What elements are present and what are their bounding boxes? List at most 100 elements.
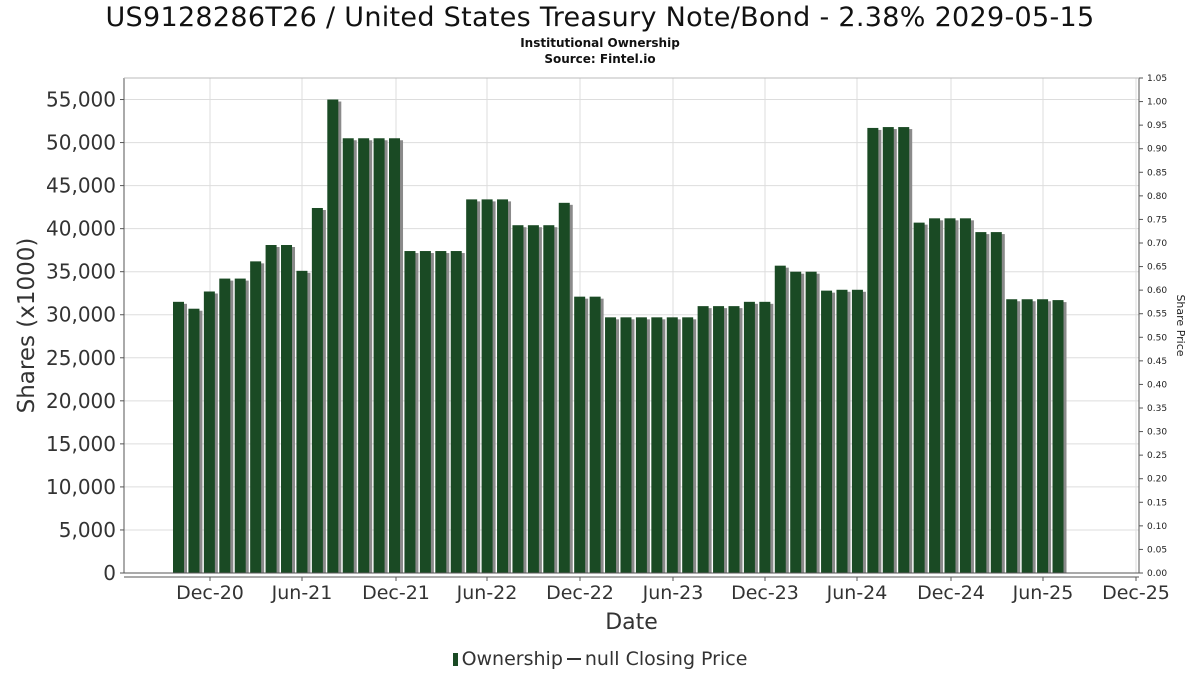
x-tick-label: Jun-25 [1012, 582, 1074, 604]
y-tick-label: 50,000 [46, 131, 116, 155]
y2-tick-label: 0.95 [1147, 121, 1167, 131]
ownership-bar [527, 225, 539, 574]
y2-tick-label: 0.85 [1147, 168, 1167, 178]
y2-tick-label: 0.05 [1147, 545, 1167, 555]
y-tick-label: 5,000 [59, 518, 116, 542]
y-tick-label: 45,000 [46, 174, 116, 198]
x-axis-title: Date [605, 610, 658, 635]
ownership-bar [1006, 299, 1018, 573]
y-tick-label: 35,000 [46, 260, 116, 284]
ownership-bar [851, 289, 863, 573]
y-tick-label: 55,000 [46, 88, 116, 112]
ownership-bar [944, 218, 956, 574]
y-tick-label: 20,000 [46, 389, 116, 413]
ownership-bar [389, 138, 401, 573]
x-tick-label: Jun-23 [642, 582, 704, 604]
ownership-bar [173, 301, 184, 573]
ownership-bar [635, 317, 647, 573]
ownership-bar [805, 271, 817, 573]
ownership-bar [929, 218, 941, 574]
ownership-bar [821, 290, 833, 573]
y-tick-label: 15,000 [46, 432, 116, 456]
ownership-bar [497, 199, 509, 573]
ownership-bar [311, 207, 323, 573]
y2-tick-label: 0.55 [1147, 310, 1167, 320]
ownership-bar [234, 278, 246, 573]
y2-tick-label: 0.30 [1147, 428, 1167, 438]
x-tick-label: Dec-21 [362, 582, 430, 604]
ownership-bar [358, 138, 370, 573]
x-tick-label: Dec-25 [1102, 582, 1170, 604]
x-tick-label: Jun-21 [271, 582, 333, 604]
y2-tick-label: 1.00 [1147, 98, 1167, 108]
ownership-bar [836, 289, 848, 573]
ownership-bar [882, 127, 894, 573]
ownership-bar [774, 265, 786, 573]
y2-tick-label: 0.50 [1147, 333, 1167, 343]
ownership-bar [281, 245, 293, 573]
x-tick-label: Dec-20 [176, 582, 244, 604]
y-tick-label: 10,000 [46, 475, 116, 499]
y2-tick-label: 1.05 [1147, 74, 1167, 84]
ownership-bar [697, 306, 709, 573]
y2-tick-label: 0.70 [1147, 239, 1167, 249]
ownership-bar [512, 225, 524, 574]
y2-tick-label: 0.20 [1147, 475, 1167, 485]
ownership-bar [1037, 299, 1049, 573]
ownership-bar [404, 251, 416, 573]
y2-tick-label: 0.45 [1147, 357, 1167, 367]
ownership-bar [1052, 300, 1064, 573]
ownership-bar [373, 138, 385, 573]
chart-title: US9128286T26 / United States Treasury No… [105, 2, 1095, 33]
y2-tick-label: 0.65 [1147, 263, 1167, 273]
price-legend-label: null Closing Price [584, 648, 748, 670]
ownership-bar [975, 232, 987, 574]
x-tick-label: Dec-24 [917, 582, 985, 604]
chart-source: Source: Fintel.io [544, 52, 656, 66]
price-legend-line [566, 658, 581, 660]
ownership-bar [219, 278, 231, 573]
chart-subtitle: Institutional Ownership [520, 36, 680, 50]
y-tick-label: 0 [103, 561, 116, 585]
y2-tick-label: 0.25 [1147, 451, 1167, 461]
ownership-bar [913, 222, 925, 573]
ownership-bar [867, 127, 879, 574]
x-tick-label: Jun-24 [826, 582, 888, 604]
y2-tick-label: 0.35 [1147, 404, 1167, 414]
y2-axis-title: Share Price [1174, 294, 1187, 356]
y2-tick-label: 0.90 [1147, 145, 1167, 155]
y-axis-title: Shares (x1000) [14, 238, 40, 414]
y2-tick-label: 0.60 [1147, 286, 1167, 296]
ownership-bar [728, 306, 740, 573]
ownership-bar [188, 308, 200, 573]
ownership-bar [450, 251, 462, 573]
ownership-bar [574, 296, 586, 573]
ownership-bar [990, 232, 1002, 574]
ownership-bar [419, 251, 431, 573]
ownership-bar [713, 306, 725, 573]
chart-legend: Ownership null Closing Price [0, 648, 1200, 670]
ownership-bar [342, 138, 354, 573]
ownership-bar [759, 301, 771, 573]
ownership-bar [481, 199, 493, 573]
x-tick-label: Dec-23 [731, 582, 799, 604]
ownership-bar [620, 317, 632, 573]
y-tick-label: 25,000 [46, 346, 116, 370]
y-tick-label: 30,000 [46, 303, 116, 327]
y2-tick-label: 0.10 [1147, 522, 1167, 532]
ownership-bar [466, 199, 478, 573]
ownership-bar [898, 127, 910, 573]
ownership-bar [558, 202, 570, 573]
y2-tick-label: 0.40 [1147, 380, 1167, 390]
ownership-bar [203, 291, 215, 573]
ownership-bar [296, 270, 308, 573]
ownership-bar [1021, 299, 1033, 573]
ownership-legend-swatch [452, 653, 458, 666]
y2-tick-label: 0.00 [1147, 569, 1167, 579]
x-tick-label: Dec-22 [546, 582, 614, 604]
ownership-bar [651, 317, 663, 573]
y2-tick-label: 0.75 [1147, 215, 1167, 225]
y-tick-label: 40,000 [46, 217, 116, 241]
ownership-bar [543, 225, 555, 574]
